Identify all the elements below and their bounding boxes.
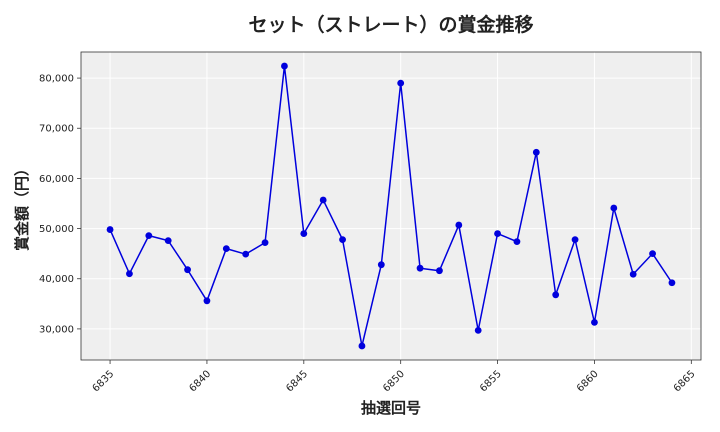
data-point: [397, 79, 405, 87]
data-point: [494, 230, 501, 237]
plot-area: [81, 52, 701, 360]
data-point: [261, 239, 269, 247]
x-tick-label: 6855: [478, 369, 504, 395]
x-tick-label: 6850: [381, 369, 407, 395]
series-line: [109, 65, 673, 347]
x-axis-label: 抽選回号: [361, 399, 421, 417]
data-point: [513, 238, 521, 246]
x-tick-label: 6845: [284, 369, 310, 395]
data-point: [106, 226, 114, 233]
y-tick-label: 60,000: [39, 174, 74, 185]
data-point: [629, 270, 637, 278]
data-point: [339, 236, 346, 244]
data-point: [571, 236, 579, 244]
data-point: [668, 279, 676, 287]
y-tick-label: 40,000: [39, 274, 74, 285]
data-point: [532, 148, 540, 156]
data-point: [610, 204, 618, 212]
data-point: [319, 196, 327, 204]
data-point: [164, 237, 172, 245]
data-point: [455, 221, 463, 229]
y-tick-label: 70,000: [39, 124, 74, 135]
data-point: [126, 270, 133, 278]
y-axis-label: 賞金額（円）: [13, 161, 31, 251]
data-point: [436, 267, 443, 275]
x-tick-label: 6860: [575, 369, 601, 395]
y-tick-label: 50,000: [39, 224, 74, 235]
data-point: [145, 232, 153, 239]
series-layer: [106, 62, 676, 350]
data-point: [474, 327, 482, 334]
y-tick-label: 30,000: [39, 324, 74, 335]
x-tick-label: 6865: [672, 369, 698, 395]
data-point: [222, 245, 230, 253]
data-point: [203, 297, 211, 305]
data-point: [300, 230, 308, 237]
data-point: [377, 261, 385, 269]
y-tick-label: 80,000: [39, 74, 74, 85]
data-point: [358, 342, 366, 350]
data-point: [416, 264, 424, 272]
data-point: [552, 291, 560, 299]
x-tick-label: 6835: [91, 369, 117, 395]
data-point: [184, 266, 191, 274]
data-point: [591, 318, 598, 326]
plot-frame: [80, 51, 702, 361]
grid-lines: [81, 52, 701, 360]
data-point: [649, 250, 656, 258]
data-point: [281, 62, 288, 70]
x-tick-label: 6840: [188, 369, 214, 395]
chart-title: セット（ストレート）の賞金推移: [248, 13, 533, 36]
data-point: [242, 250, 250, 258]
